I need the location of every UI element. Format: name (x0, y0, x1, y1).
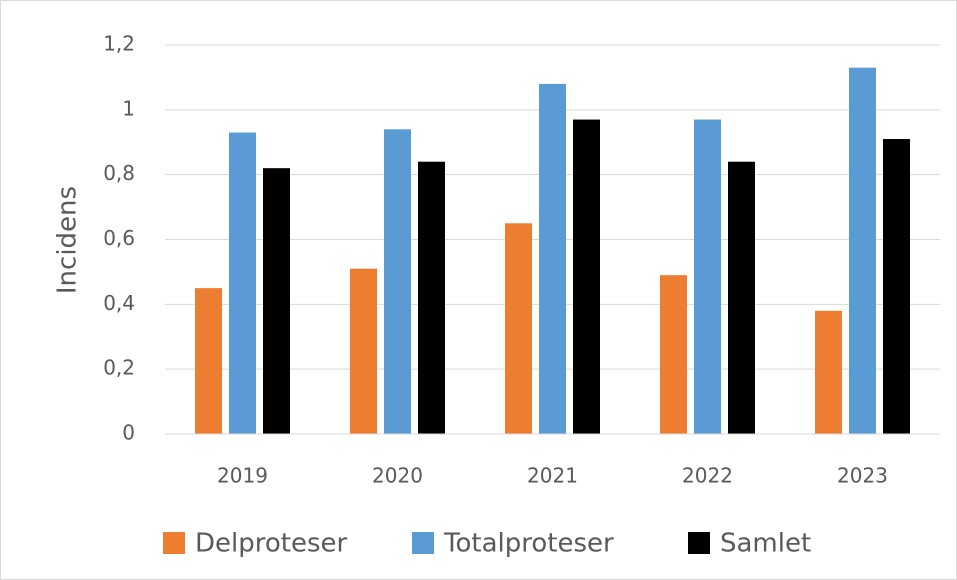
x-tick-label: 2023 (837, 464, 888, 488)
bar (418, 161, 445, 434)
bar (505, 223, 532, 434)
bar (849, 67, 876, 435)
bar (384, 129, 411, 435)
y-tick-label: 1,2 (103, 32, 135, 56)
x-tick-label: 2021 (527, 464, 578, 488)
y-tick-label: 0,6 (103, 226, 135, 250)
legend-label: Totalproteser (443, 529, 614, 559)
bar (263, 168, 290, 434)
y-tick-label: 0,8 (103, 161, 135, 185)
y-tick-label: 0,2 (103, 356, 135, 380)
bar (660, 275, 687, 434)
y-axis-label: Incidens (53, 186, 83, 294)
bar (350, 268, 377, 434)
legend-swatch (163, 532, 185, 554)
bar (883, 139, 910, 434)
legend-label: Delproteser (195, 529, 348, 559)
x-tick-label: 2022 (682, 464, 733, 488)
bar (539, 83, 566, 435)
x-tick-label: 2020 (372, 464, 423, 488)
bar (694, 119, 721, 434)
legend-swatch (688, 532, 710, 554)
legend-swatch (412, 532, 434, 554)
bar (573, 119, 600, 434)
y-tick-label: 1 (122, 96, 135, 120)
bar (229, 132, 256, 434)
bar (815, 310, 842, 434)
bar (728, 161, 755, 434)
legend-label: Samlet (720, 529, 811, 559)
y-tick-label: 0,4 (103, 291, 135, 315)
y-tick-label: 0 (122, 421, 135, 445)
x-tick-label: 2019 (217, 464, 268, 488)
bar (195, 288, 222, 434)
